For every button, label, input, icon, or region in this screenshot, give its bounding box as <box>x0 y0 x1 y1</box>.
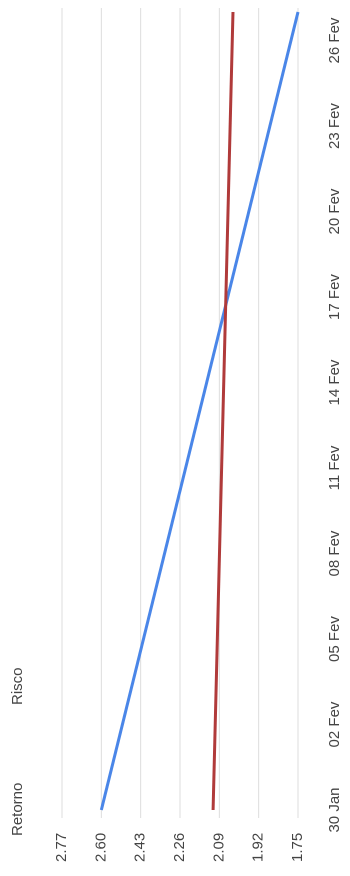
series-line <box>99 11 300 811</box>
y-tick-label: 1.75 <box>289 833 306 862</box>
x-tick-label: 26 Fev <box>326 17 343 63</box>
x-tick-label: 23 Fev <box>326 103 343 149</box>
x-tick-label: 17 Fev <box>326 274 343 320</box>
y-tick-label: 2.26 <box>171 833 188 862</box>
y-tick-label: 2.43 <box>132 833 149 862</box>
y-tick-label: 2.09 <box>210 833 227 862</box>
y-tick-label: 1.92 <box>250 833 267 862</box>
x-tick-label: 11 Fev <box>326 445 343 490</box>
x-tick-label: 05 Fev <box>326 616 343 662</box>
x-tick-label: 08 Fev <box>326 530 343 576</box>
legend-label: Risco <box>9 667 26 705</box>
y-tick-label: 2.60 <box>92 833 109 862</box>
x-tick-label: 14 Fev <box>326 359 343 405</box>
x-tick-label: 30 Jan <box>326 787 343 832</box>
x-tick-label: 20 Fev <box>326 188 343 234</box>
legend-label: Retorno <box>9 783 26 836</box>
x-tick-label: 02 Fev <box>326 701 343 747</box>
series-line <box>211 11 235 811</box>
y-tick-label: 2.77 <box>53 833 70 862</box>
